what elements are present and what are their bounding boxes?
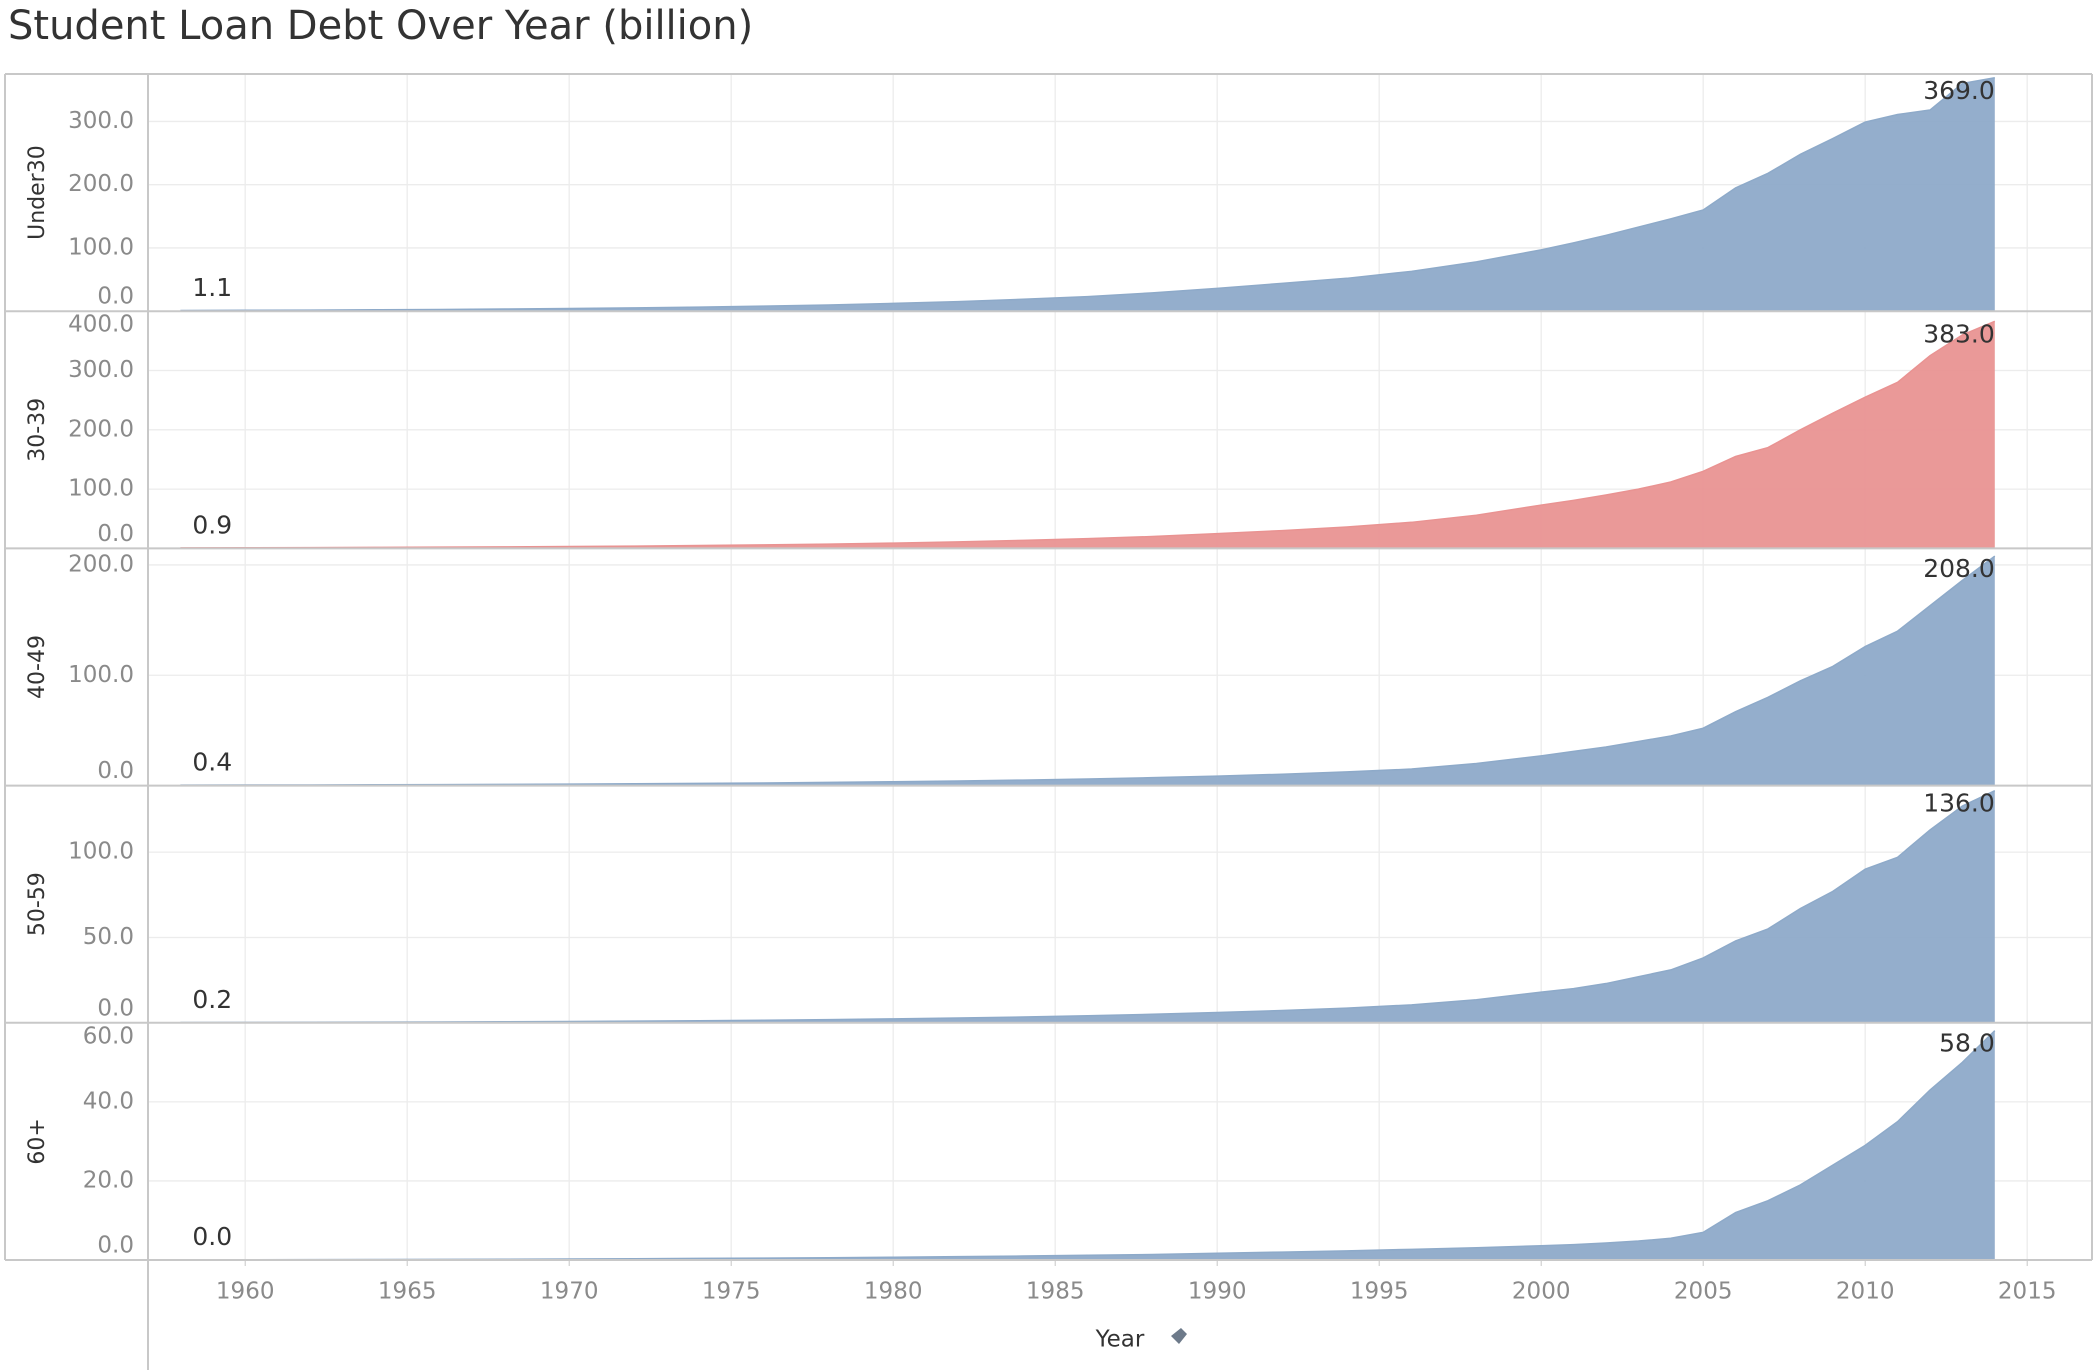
y-tick-label: 0.0 bbox=[97, 995, 134, 1021]
x-tick-label: 2010 bbox=[1836, 1279, 1895, 1305]
y-tick-label: 100.0 bbox=[68, 476, 134, 502]
y-tick-label: 60.0 bbox=[83, 1023, 134, 1049]
y-tick-label: 0.0 bbox=[97, 758, 134, 784]
x-axis-label: Year bbox=[1095, 1327, 1145, 1353]
x-tick-label: 2000 bbox=[1512, 1279, 1571, 1305]
y-tick-label: 300.0 bbox=[68, 357, 134, 383]
y-tick-label: 200.0 bbox=[68, 551, 134, 577]
x-tick-label: 1960 bbox=[216, 1279, 275, 1305]
y-tick-label: 200.0 bbox=[68, 416, 134, 442]
y-tick-label: 100.0 bbox=[68, 839, 134, 865]
row-label: 30-39 bbox=[25, 398, 50, 462]
area bbox=[180, 320, 1996, 549]
value-label: 1.1 bbox=[192, 273, 232, 302]
x-tick-label: 1980 bbox=[864, 1279, 923, 1305]
value-label: 208.0 bbox=[1923, 554, 1995, 583]
chart-title: Student Loan Debt Over Year (billion) bbox=[8, 3, 753, 49]
value-label: 136.0 bbox=[1923, 789, 1995, 818]
value-label: 0.0 bbox=[192, 1222, 232, 1251]
area-fill bbox=[180, 1030, 1995, 1260]
y-tick-label: 20.0 bbox=[83, 1167, 134, 1193]
x-tick-label: 2005 bbox=[1674, 1279, 1733, 1305]
area bbox=[180, 77, 1995, 312]
area-fill bbox=[180, 790, 1995, 1023]
y-tick-label: 300.0 bbox=[68, 108, 134, 134]
y-tick-label: 0.0 bbox=[97, 1233, 134, 1259]
row-label: 40-49 bbox=[25, 635, 50, 699]
pin-icon bbox=[1165, 1328, 1187, 1350]
value-label: 0.4 bbox=[192, 748, 232, 777]
x-tick-label: 1985 bbox=[1026, 1279, 1085, 1305]
y-tick-label: 200.0 bbox=[68, 171, 134, 197]
area bbox=[180, 555, 1996, 786]
y-tick-label: 0.0 bbox=[97, 521, 134, 547]
y-tick-label: 100.0 bbox=[68, 662, 134, 688]
area-fill bbox=[180, 321, 1995, 549]
y-tick-label: 400.0 bbox=[68, 312, 134, 338]
y-tick-label: 0.0 bbox=[97, 284, 134, 310]
x-tick-label: 1970 bbox=[540, 1279, 599, 1305]
value-label: 369.0 bbox=[1923, 76, 1995, 105]
value-label: 58.0 bbox=[1939, 1029, 1995, 1058]
value-label: 0.2 bbox=[192, 985, 232, 1014]
x-tick-label: 1965 bbox=[378, 1279, 437, 1305]
row-label: 60+ bbox=[25, 1118, 50, 1164]
y-tick-label: 40.0 bbox=[83, 1088, 134, 1114]
row-label: 50-59 bbox=[25, 872, 50, 936]
x-tick-label: 1990 bbox=[1188, 1279, 1247, 1305]
value-label: 0.9 bbox=[192, 510, 232, 539]
row-label: Under30 bbox=[25, 145, 50, 240]
x-tick-label: 2015 bbox=[1998, 1279, 2057, 1305]
area-fill bbox=[180, 77, 1995, 312]
area bbox=[180, 790, 1996, 1024]
value-label: 383.0 bbox=[1923, 319, 1995, 348]
x-tick-label: 1975 bbox=[702, 1279, 761, 1305]
y-tick-label: 100.0 bbox=[68, 234, 134, 260]
y-tick-label: 50.0 bbox=[83, 924, 134, 950]
x-tick-label: 1995 bbox=[1350, 1279, 1409, 1305]
area-fill bbox=[180, 556, 1995, 786]
